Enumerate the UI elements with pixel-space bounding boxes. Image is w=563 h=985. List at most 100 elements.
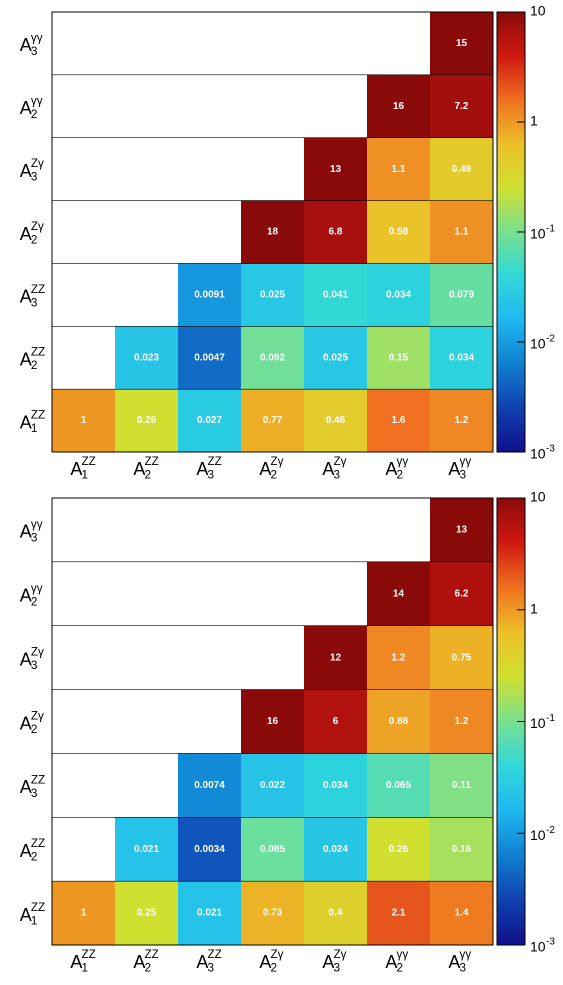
- cell-label: 0.4: [329, 908, 343, 919]
- cell-label: 18: [267, 227, 279, 238]
- cell: [367, 389, 431, 453]
- cell-label: 1.4: [455, 908, 469, 919]
- cell: [367, 326, 431, 390]
- x-tick-label-sub: 1: [82, 468, 89, 481]
- cell: [367, 881, 431, 946]
- cell: [430, 753, 494, 818]
- x-tick-label-sup: γγ: [397, 455, 409, 468]
- cell: [430, 326, 494, 390]
- x-tick-label: A: [448, 952, 460, 972]
- y-tick-label-sub: 1: [31, 422, 38, 435]
- y-tick-label-sub: 3: [31, 659, 38, 672]
- y-tick-label: A: [20, 649, 32, 669]
- cell: [430, 12, 494, 76]
- cell-label: 0.023: [134, 352, 159, 363]
- cell: [430, 689, 494, 754]
- y-tick-label-sup: ZZ: [31, 283, 45, 296]
- x-tick-label-sup: γγ: [460, 948, 472, 961]
- x-tick-label: A: [259, 952, 271, 972]
- y-tick-label-sup: Zγ: [31, 220, 44, 233]
- y-tick-label: A: [20, 713, 32, 733]
- cell: [304, 200, 368, 264]
- colorbar-tick-label-sup: -1: [546, 224, 555, 235]
- cell-label: 0.73: [263, 908, 283, 919]
- colorbar-tick-label: 10: [530, 446, 546, 462]
- y-tick-label-sub: 2: [31, 359, 38, 372]
- x-tick-label-sup: ZZ: [208, 948, 222, 961]
- cell-label: 0.49: [452, 164, 472, 175]
- x-tick-label-sup: ZZ: [82, 948, 96, 961]
- cell-label: 0.26: [137, 415, 157, 426]
- x-tick-label-sup: Zγ: [334, 455, 347, 468]
- cell: [304, 326, 368, 390]
- cell: [52, 881, 116, 946]
- cell-label: 6.2: [455, 588, 469, 599]
- cell: [241, 753, 305, 818]
- cell: [178, 326, 242, 390]
- cell-label: 0.079: [449, 289, 474, 300]
- cell-label: 0.58: [389, 227, 409, 238]
- cell: [178, 753, 242, 818]
- cell-label: 0.092: [260, 352, 285, 363]
- y-tick-label-sub: 2: [31, 595, 38, 608]
- y-tick-label-sup: ZZ: [31, 346, 45, 359]
- cell-label: 6.8: [329, 227, 343, 238]
- x-tick-label: A: [385, 459, 397, 479]
- y-tick-label-sub: 2: [31, 233, 38, 246]
- y-tick-label: A: [20, 287, 32, 307]
- x-tick-label: A: [385, 952, 397, 972]
- cell-label: 14: [393, 588, 405, 599]
- x-tick-label-sub: 2: [271, 961, 278, 974]
- x-tick-label-sup: ZZ: [208, 455, 222, 468]
- x-tick-label: A: [322, 459, 334, 479]
- x-tick-label-sub: 3: [460, 468, 467, 481]
- x-tick-label-sub: 3: [208, 468, 215, 481]
- x-tick-label: A: [70, 952, 82, 972]
- y-tick-label: A: [20, 586, 32, 606]
- cell-label: 1.2: [455, 415, 469, 426]
- cell-label: 1: [81, 908, 87, 919]
- y-tick-label: A: [20, 412, 32, 432]
- y-tick-label-sup: γγ: [31, 31, 43, 44]
- cell: [241, 817, 305, 882]
- x-tick-label-sup: ZZ: [145, 455, 159, 468]
- x-tick-label-sub: 3: [460, 961, 467, 974]
- cell-label: 0.034: [323, 780, 348, 791]
- cell-label: 13: [456, 525, 468, 536]
- y-tick-label-sub: 3: [31, 296, 38, 309]
- cell-label: 16: [267, 716, 279, 727]
- cell: [178, 881, 242, 946]
- cell: [430, 625, 494, 690]
- cell: [115, 881, 179, 946]
- cell: [430, 389, 494, 453]
- cell-label: 0.88: [389, 716, 409, 727]
- cell: [367, 625, 431, 690]
- cell: [304, 881, 368, 946]
- x-tick-label-sub: 2: [397, 961, 404, 974]
- cell: [241, 326, 305, 390]
- cell: [367, 137, 431, 201]
- cell-label: 12: [330, 652, 342, 663]
- y-tick-label: A: [20, 522, 32, 542]
- x-tick-label: A: [133, 459, 145, 479]
- cell: [367, 561, 431, 627]
- y-tick-label: A: [20, 349, 32, 369]
- x-tick-label: A: [133, 952, 145, 972]
- cell: [178, 263, 242, 327]
- x-tick-label-sup: Zγ: [271, 948, 284, 961]
- cell-label: 0.021: [134, 844, 159, 855]
- cell-label: 0.11: [452, 780, 471, 791]
- cell-label: 0.26: [389, 844, 409, 855]
- colorbar-tick-label: 1: [530, 600, 538, 616]
- cell: [430, 74, 494, 139]
- y-tick-label-sup: Zγ: [31, 709, 44, 722]
- x-tick-label-sup: Zγ: [334, 948, 347, 961]
- cell-label: 0.15: [389, 352, 409, 363]
- cell-label: 0.024: [323, 844, 348, 855]
- y-tick-label: A: [20, 905, 32, 925]
- cell-label: 0.0047: [194, 352, 225, 363]
- y-tick-label-sup: ZZ: [31, 837, 45, 850]
- cell: [367, 74, 431, 139]
- y-tick-label: A: [20, 777, 32, 797]
